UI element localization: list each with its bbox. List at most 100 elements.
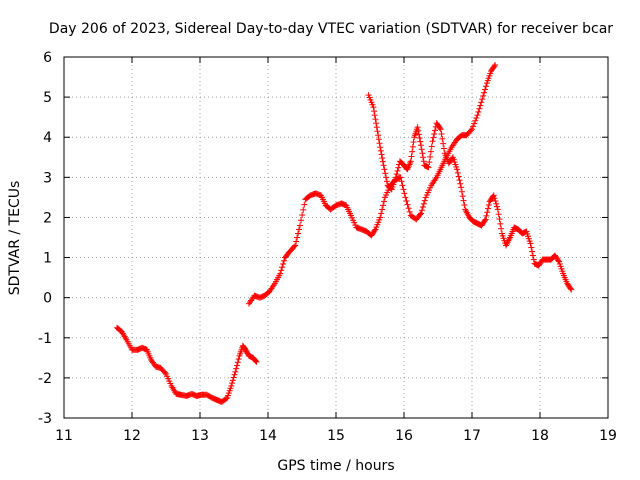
y-tick-label: 1 — [43, 251, 52, 267]
data-point-marker — [295, 230, 302, 237]
data-point-marker — [228, 382, 235, 389]
data-point-marker — [383, 174, 390, 181]
data-point-marker — [527, 240, 534, 247]
y-tick-label: 3 — [43, 170, 52, 186]
data-point-marker — [420, 200, 427, 207]
data-point-marker — [458, 188, 465, 195]
data-point-marker — [481, 89, 488, 96]
data-point-marker — [477, 102, 484, 109]
data-point-marker — [379, 155, 386, 162]
y-tick-label: 5 — [43, 90, 52, 106]
data-point-marker — [299, 212, 306, 219]
data-point-marker — [421, 197, 428, 204]
data-point-marker — [438, 131, 445, 138]
series-segment-3 — [365, 92, 575, 293]
data-point-marker — [233, 362, 240, 369]
data-point-marker — [555, 257, 562, 264]
data-point-marker — [371, 227, 378, 234]
data-point-marker — [409, 143, 416, 150]
data-point-marker — [401, 190, 408, 197]
data-point-marker — [492, 197, 499, 204]
data-point-marker — [416, 135, 423, 142]
data-point-marker — [393, 171, 400, 178]
data-point-marker — [293, 238, 300, 245]
data-point-marker — [402, 194, 409, 201]
y-tick-label: -1 — [38, 331, 52, 347]
data-point-marker — [457, 180, 464, 187]
data-point-marker — [229, 377, 236, 384]
data-point-marker — [494, 203, 501, 210]
data-point-marker — [440, 145, 447, 152]
data-point-marker — [382, 170, 389, 177]
data-point-marker — [440, 140, 447, 147]
data-point-marker — [381, 198, 388, 205]
x-tick-label: 19 — [599, 428, 617, 444]
data-point-marker — [426, 159, 433, 166]
data-point-marker — [279, 264, 286, 271]
data-point-marker — [373, 120, 380, 127]
data-point-marker — [439, 135, 446, 142]
data-point-marker — [277, 270, 284, 277]
data-point-marker — [418, 210, 424, 217]
y-tick-label: -3 — [38, 411, 52, 427]
data-point-marker — [475, 108, 482, 115]
data-point-marker — [480, 92, 487, 99]
data-point-marker — [483, 83, 490, 90]
x-tick-label: 17 — [463, 428, 481, 444]
data-point-marker — [381, 166, 388, 173]
data-point-marker — [415, 131, 422, 138]
x-tick-label: 18 — [531, 428, 549, 444]
data-point-marker — [278, 267, 285, 274]
data-point-marker — [491, 195, 498, 202]
y-tick-labels: -3 -2 -1 0 1 2 3 4 5 6 — [38, 50, 52, 427]
data-point-marker — [498, 225, 505, 232]
data-point-marker — [296, 222, 303, 229]
data-point-marker — [529, 248, 536, 255]
data-point-marker — [400, 186, 407, 193]
series-segment-1 — [114, 324, 260, 405]
y-tick-label: 4 — [43, 130, 52, 146]
data-point-marker — [418, 146, 425, 153]
data-point-marker — [469, 126, 475, 133]
chart-title: Day 206 of 2023, Sidereal Day-to-day VTE… — [49, 21, 613, 37]
data-point-marker — [427, 148, 434, 155]
data-point-marker — [483, 212, 490, 219]
data-point-marker — [371, 112, 378, 119]
data-point-marker — [379, 158, 386, 165]
x-tick-label: 12 — [123, 428, 141, 444]
data-point-marker — [491, 63, 498, 70]
y-tick-label: 0 — [43, 291, 52, 307]
data-point-marker — [431, 131, 438, 138]
data-point-marker — [474, 112, 481, 119]
data-point-marker — [420, 158, 427, 165]
y-axis-label: SDTVAR / TECUs — [7, 181, 23, 296]
data-point-marker — [377, 214, 384, 221]
data-point-marker — [429, 138, 436, 145]
data-point-marker — [292, 242, 299, 249]
data-point-marker — [380, 202, 387, 209]
data-point-marker — [432, 127, 439, 134]
data-point-marker — [300, 206, 307, 213]
data-point-marker — [223, 395, 230, 402]
data-point-marker — [419, 204, 426, 211]
data-point-marker — [403, 197, 410, 204]
data-point-marker — [485, 205, 492, 212]
data-point-marker — [379, 206, 386, 213]
x-tick-label: 14 — [259, 428, 277, 444]
data-point-marker — [301, 201, 308, 208]
data-point-marker — [394, 167, 401, 174]
data-point-marker — [529, 252, 536, 259]
data-point-marker — [234, 359, 241, 366]
data-point-marker — [437, 126, 444, 133]
x-tick-label: 11 — [55, 428, 73, 444]
data-point-marker — [378, 210, 385, 217]
x-tick-labels: 11 12 13 14 15 16 17 18 19 — [55, 428, 617, 444]
data-point-marker — [472, 117, 479, 124]
data-point-marker — [471, 120, 478, 127]
data-point-marker — [377, 147, 384, 154]
data-point-marker — [377, 144, 384, 151]
data-point-marker — [482, 86, 489, 93]
data-point-marker — [414, 124, 421, 131]
x-tick-label: 16 — [395, 428, 413, 444]
